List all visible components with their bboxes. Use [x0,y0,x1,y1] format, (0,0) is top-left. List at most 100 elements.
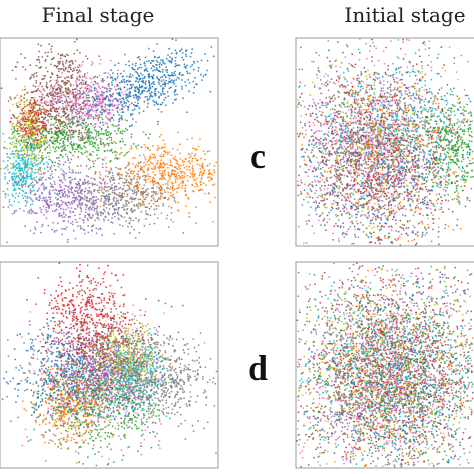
scatter-point [171,186,174,189]
scatter-point [70,141,72,143]
scatter-point [143,100,146,103]
scatter-point [84,149,87,152]
scatter-point [164,197,167,199]
scatter-point [201,162,204,165]
scatter-point [160,153,163,156]
scatter-point [141,85,143,87]
scatter-point [58,213,60,216]
scatter-point [101,91,103,93]
scatter-point [78,83,81,85]
scatter-point [143,198,146,201]
scatter-point [33,189,35,192]
scatter-point [97,95,100,98]
scatter-point [185,67,187,70]
scatter-point [166,91,169,93]
scatter-point [94,75,96,78]
scatter-point [63,191,66,194]
scatter-point [20,184,23,187]
scatter-point [169,178,171,180]
scatter-point [100,129,103,131]
scatter-point [105,216,107,219]
scatter-point [60,199,63,202]
scatter-point [17,156,20,159]
scatter-point [98,187,101,190]
scatter-point [152,69,155,72]
scatter-point [96,211,99,214]
scatter-point [81,192,83,195]
scatter-point [86,57,89,60]
scatter-point [73,117,76,120]
scatter-point [93,177,95,180]
scatter-point [38,50,41,53]
scatter-point [99,205,102,208]
scatter-point [57,203,60,206]
scatter-point [34,100,36,103]
scatter-point [173,72,176,75]
scatter-point [137,80,140,83]
scatter-point [24,204,27,207]
scatter-point [97,130,100,133]
scatter-point [85,141,88,144]
scatter-point [96,213,99,216]
scatter-point [63,121,66,124]
scatter-point [74,148,77,151]
scatter-point [149,92,151,95]
scatter-point [19,159,22,162]
scatter-point [40,146,43,149]
scatter-point [72,223,74,226]
scatter-point [101,77,104,80]
scatter-point [15,155,18,158]
scatter-point [103,79,106,82]
scatter-point [153,154,156,156]
scatter-point [49,79,52,82]
scatter-point [50,85,52,88]
scatter-point [154,94,157,97]
scatter-point [44,148,46,151]
scatter-point [142,110,145,112]
scatter-point [148,86,151,88]
scatter-point [87,225,89,228]
scatter-point [200,157,202,160]
scatter-point [124,190,127,192]
scatter-point [162,92,165,95]
scatter-point [177,201,180,204]
scatter-point [85,94,88,97]
scatter-point [111,174,114,177]
scatter-point [146,95,149,98]
scatter-point [129,87,131,90]
scatter-point [145,194,148,196]
scatter-point [148,207,151,210]
scatter-point [45,202,48,205]
scatter-point [70,77,73,80]
scatter-point [15,183,18,186]
scatter-point [40,98,43,101]
scatter-point [32,142,35,145]
scatter-point [45,67,47,69]
scatter-point [26,104,29,106]
scatter-point [71,146,74,149]
scatter-point [52,89,54,91]
scatter-point [151,76,154,79]
scatter-point [121,104,124,106]
scatter-point [2,206,5,209]
scatter-point [40,91,43,94]
scatter-point [333,108,336,111]
scatter-point [143,184,146,187]
scatter-point [171,81,174,84]
scatter-point [164,85,167,88]
scatter-point [99,200,102,202]
scatter-point [79,184,82,187]
scatter-point [136,205,138,207]
scatter-point [52,141,54,144]
scatter-point [144,56,147,59]
scatter-point [157,217,159,220]
scatter-point [4,192,7,195]
scatter-point [95,89,98,91]
scatter-point [106,149,109,152]
scatter-point [109,180,112,183]
scatter-point [167,179,170,182]
scatter-point [200,183,203,186]
scatter-point [39,178,41,181]
scatter-point [83,113,86,116]
scatter-point [44,103,47,106]
